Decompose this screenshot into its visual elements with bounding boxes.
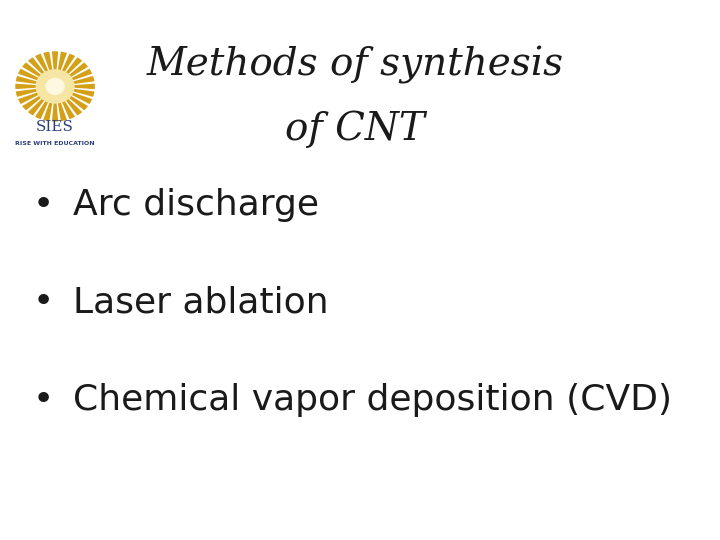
- Wedge shape: [68, 84, 95, 89]
- Wedge shape: [65, 63, 88, 79]
- Wedge shape: [35, 53, 50, 76]
- Wedge shape: [16, 76, 42, 85]
- Wedge shape: [60, 97, 75, 119]
- Wedge shape: [52, 98, 58, 122]
- Text: Laser ablation: Laser ablation: [73, 286, 329, 319]
- Wedge shape: [68, 76, 94, 85]
- Wedge shape: [18, 69, 43, 82]
- Wedge shape: [68, 88, 94, 97]
- Wedge shape: [57, 52, 67, 75]
- Wedge shape: [43, 52, 53, 75]
- Text: •: •: [32, 286, 53, 319]
- Wedge shape: [22, 63, 45, 79]
- Text: Chemical vapor deposition (CVD): Chemical vapor deposition (CVD): [73, 383, 672, 416]
- Wedge shape: [43, 98, 53, 121]
- Text: •: •: [32, 188, 53, 222]
- Text: •: •: [32, 383, 53, 416]
- Wedge shape: [28, 57, 48, 78]
- Wedge shape: [67, 69, 92, 82]
- Wedge shape: [35, 97, 50, 119]
- Circle shape: [35, 69, 75, 104]
- Wedge shape: [22, 93, 45, 110]
- Wedge shape: [28, 95, 48, 116]
- Text: SIES: SIES: [36, 120, 74, 134]
- Circle shape: [45, 78, 65, 95]
- Text: Arc discharge: Arc discharge: [73, 188, 320, 222]
- Wedge shape: [52, 51, 58, 75]
- Wedge shape: [63, 95, 82, 116]
- Wedge shape: [18, 91, 43, 104]
- Wedge shape: [67, 91, 92, 104]
- Wedge shape: [15, 84, 42, 89]
- Wedge shape: [57, 98, 67, 121]
- Wedge shape: [16, 88, 42, 97]
- Wedge shape: [60, 53, 75, 76]
- Text: Methods of synthesis: Methods of synthesis: [146, 46, 564, 84]
- Wedge shape: [63, 57, 82, 78]
- Text: RISE WITH EDUCATION: RISE WITH EDUCATION: [15, 140, 95, 146]
- Text: of CNT: of CNT: [285, 111, 425, 148]
- Wedge shape: [65, 93, 88, 110]
